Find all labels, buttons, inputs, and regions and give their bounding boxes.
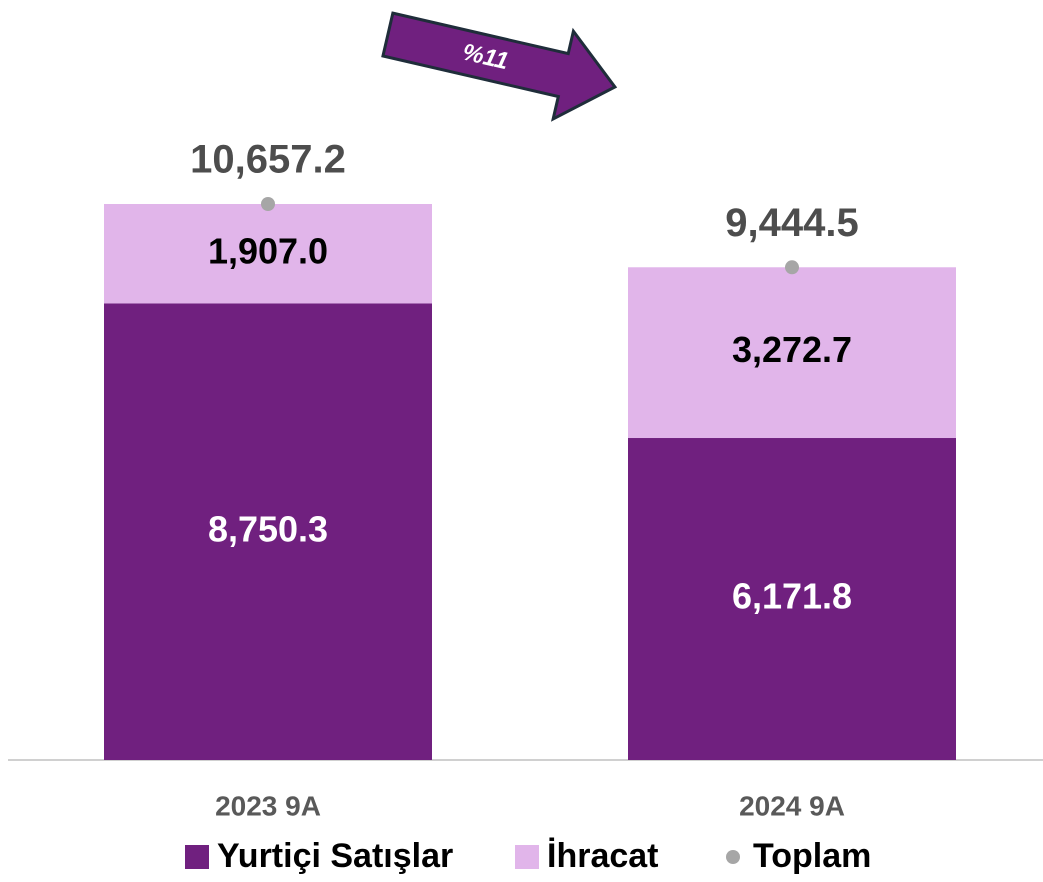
bar-segment [628,267,956,439]
bar-segment [104,303,432,760]
total-label: 10,657.2 [190,138,346,182]
legend-label: İhracat [547,837,659,875]
change-arrow: %11 [381,11,618,122]
legend-swatch [185,845,209,869]
legend-label: Yurtiçi Satışlar [217,837,453,875]
x-tick-label: 2023 9A [215,790,321,821]
legend-swatch [726,850,740,864]
x-tick-label: 2024 9A [739,790,845,821]
arrow-shape [381,11,618,122]
total-dot [785,260,799,275]
legend-swatch [515,845,539,869]
segment-label: 8,750.3 [208,508,328,549]
total-dot [261,197,275,211]
bar-segment [104,204,432,304]
segment-label: 6,171.8 [732,576,852,617]
segment-label: 1,907.0 [208,230,328,271]
bar-segment [628,438,956,760]
segment-label: 3,272.7 [732,329,852,370]
total-label: 9,444.5 [725,201,858,245]
legend-label: Toplam [753,837,871,875]
